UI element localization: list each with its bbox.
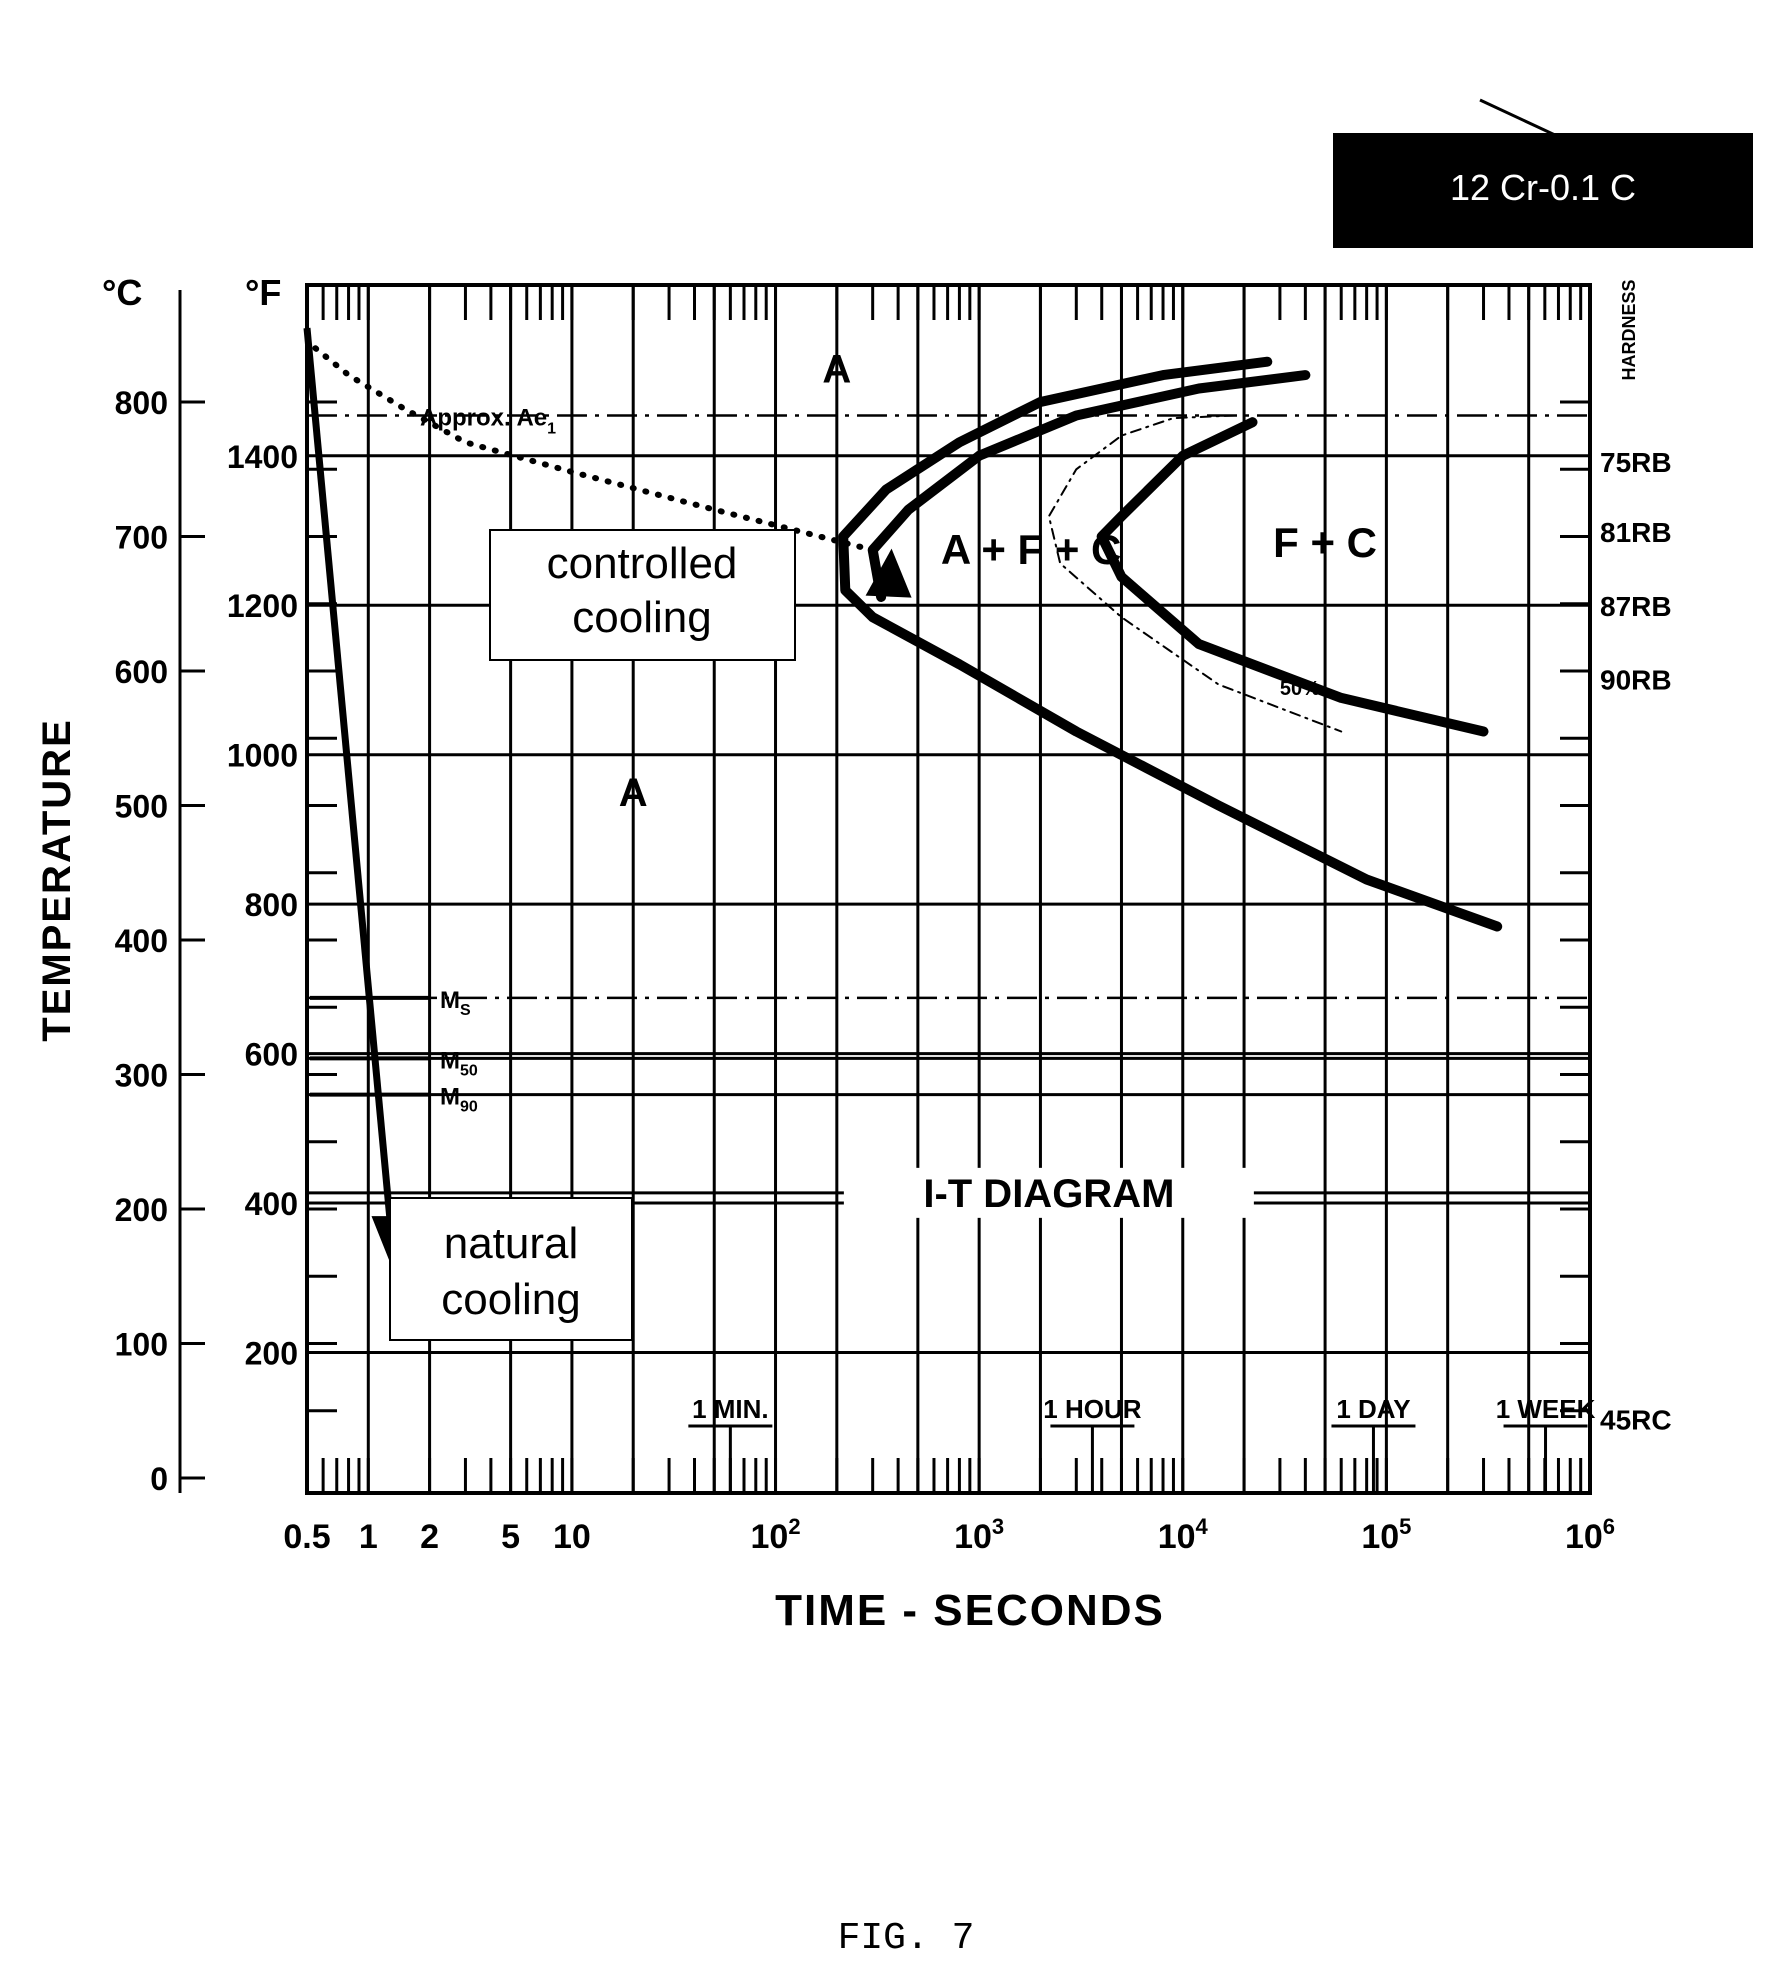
x-tick-label: 10 bbox=[553, 1518, 591, 1556]
region-label: A bbox=[619, 771, 648, 815]
m-line-subscript: S bbox=[460, 1002, 471, 1019]
fahrenheit-tick-label: 400 bbox=[245, 1186, 298, 1222]
natural-cooling-arrow-shaft bbox=[303, 327, 395, 1237]
time-marker-label: 1 MIN. bbox=[692, 1394, 769, 1424]
time-marker-label: 1 DAY bbox=[1336, 1394, 1410, 1424]
x-tick-label: 2 bbox=[420, 1518, 439, 1556]
fahrenheit-tick-label: 1200 bbox=[227, 588, 298, 624]
celsius-unit-label: °C bbox=[102, 272, 142, 313]
hardness-label: 45RC bbox=[1600, 1404, 1672, 1435]
m-line-subscript: 90 bbox=[460, 1099, 478, 1116]
series-curve bbox=[838, 356, 1503, 932]
celsius-tick-label: 400 bbox=[115, 923, 168, 959]
series-curve bbox=[312, 345, 876, 553]
celsius-tick-label: 0 bbox=[150, 1461, 168, 1497]
celsius-ticks: 0 100 200 300 400 500 600 700 800 bbox=[115, 385, 205, 1497]
hardness-label: 90RB bbox=[1600, 665, 1672, 696]
region-label: A + F + C bbox=[941, 526, 1122, 573]
ae1-label: Approx. Ae1 bbox=[420, 404, 556, 437]
x-power-label: 102 bbox=[750, 1514, 800, 1556]
x-tick-labels: 0.5 1 2 5 10 bbox=[283, 1518, 590, 1556]
fahrenheit-tick-label: 200 bbox=[245, 1335, 298, 1371]
center-label-group: I-T DIAGRAM bbox=[307, 1167, 1590, 1218]
hardness-title: HARDNESS bbox=[1619, 279, 1639, 380]
celsius-tick-label: 200 bbox=[115, 1192, 168, 1228]
hardness-label: 81RB bbox=[1600, 517, 1672, 548]
x-power-label: 104 bbox=[1158, 1514, 1209, 1556]
fahrenheit-tick-label: 600 bbox=[245, 1037, 298, 1073]
center-label-background bbox=[843, 1167, 1254, 1218]
celsius-tick-label: 500 bbox=[115, 789, 168, 825]
region-label: F + C bbox=[1273, 519, 1377, 566]
x-axis-title: TIME - SECONDS bbox=[775, 1586, 1165, 1635]
hardness-label: 87RB bbox=[1600, 591, 1672, 622]
natural-cooling-label-line2: cooling bbox=[441, 1275, 580, 1324]
time-markers: 1 MIN. 1 HOUR 1 DAY 1 WEEK bbox=[688, 1394, 1596, 1493]
time-marker-label: 1 WEEK bbox=[1496, 1394, 1596, 1424]
region-labels: A A + F + C F + C A bbox=[619, 347, 1377, 815]
fahrenheit-unit-label: °F bbox=[245, 272, 281, 313]
x-power-exponent: 2 bbox=[788, 1514, 800, 1539]
y-axis-title: TEMPERATURE bbox=[35, 718, 79, 1041]
x-power-base: 10 bbox=[1565, 1518, 1603, 1556]
x-power-label: 105 bbox=[1361, 1514, 1411, 1556]
x-power-label: 106 bbox=[1565, 1514, 1615, 1556]
hardness-scale: 75RB 81RB 87RB 90RB 45RC bbox=[1600, 447, 1672, 1436]
celsius-tick-label: 700 bbox=[115, 520, 168, 556]
title-box: 12 Cr-0.1 C bbox=[1333, 98, 1753, 248]
controlled-cooling-box bbox=[489, 529, 796, 661]
x-power-exponent: 3 bbox=[992, 1514, 1004, 1539]
fahrenheit-tick-label: 1000 bbox=[227, 738, 298, 774]
x-power-exponent: 5 bbox=[1399, 1514, 1411, 1539]
x-power-label: 103 bbox=[954, 1514, 1004, 1556]
x-power-base: 10 bbox=[750, 1518, 788, 1556]
time-marker-label: 1 HOUR bbox=[1043, 1394, 1141, 1424]
celsius-tick-label: 600 bbox=[115, 654, 168, 690]
transformation-curves: 50% bbox=[312, 345, 1503, 932]
controlled-cooling-label-line1: controlled bbox=[547, 539, 738, 588]
fahrenheit-tick-label: 1400 bbox=[227, 439, 298, 475]
fifty-percent-label: 50% bbox=[1280, 678, 1320, 700]
x-power-exponent: 4 bbox=[1196, 1514, 1209, 1539]
controlled-cooling-label-line2: cooling bbox=[572, 593, 711, 642]
hardness-label: 75RB bbox=[1600, 447, 1672, 478]
celsius-tick-label: 800 bbox=[115, 385, 168, 421]
title-box-text: 12 Cr-0.1 C bbox=[1450, 167, 1636, 208]
series-curve bbox=[1096, 417, 1489, 737]
natural-cooling-label-line1: natural bbox=[444, 1219, 579, 1268]
series-curve bbox=[1047, 414, 1343, 733]
m-line-label: M90 bbox=[440, 1084, 478, 1116]
m-line-subscript: 50 bbox=[460, 1062, 478, 1079]
controlled-cooling-arrow-head bbox=[865, 548, 912, 598]
celsius-tick-label: 100 bbox=[115, 1327, 168, 1363]
ae1-subscript: 1 bbox=[547, 420, 556, 437]
fahrenheit-ticks: 200 400 600 800 1000 1200 1400 bbox=[227, 439, 298, 1372]
x-power-base: 10 bbox=[954, 1518, 992, 1556]
x-tick-label: 0.5 bbox=[283, 1518, 330, 1556]
x-tick-label: 5 bbox=[501, 1518, 520, 1556]
x-power-exponent: 6 bbox=[1603, 1514, 1615, 1539]
x-tick-label: 1 bbox=[359, 1518, 378, 1556]
x-power-base: 10 bbox=[1361, 1518, 1399, 1556]
m-line-label: MS bbox=[440, 987, 471, 1019]
center-label: I-T DIAGRAM bbox=[923, 1172, 1174, 1216]
x-power-base: 10 bbox=[1158, 1518, 1196, 1556]
region-label: A bbox=[822, 347, 851, 391]
x-power-labels: 102 103 104 105 106 bbox=[750, 1514, 1615, 1556]
natural-cooling-box bbox=[389, 1197, 633, 1341]
celsius-tick-label: 300 bbox=[115, 1058, 168, 1094]
cooling-arrows: natural cooling controlled cooling bbox=[303, 327, 912, 1341]
figure-caption: FIG. 7 bbox=[838, 1917, 975, 1960]
fahrenheit-tick-label: 800 bbox=[245, 887, 298, 923]
